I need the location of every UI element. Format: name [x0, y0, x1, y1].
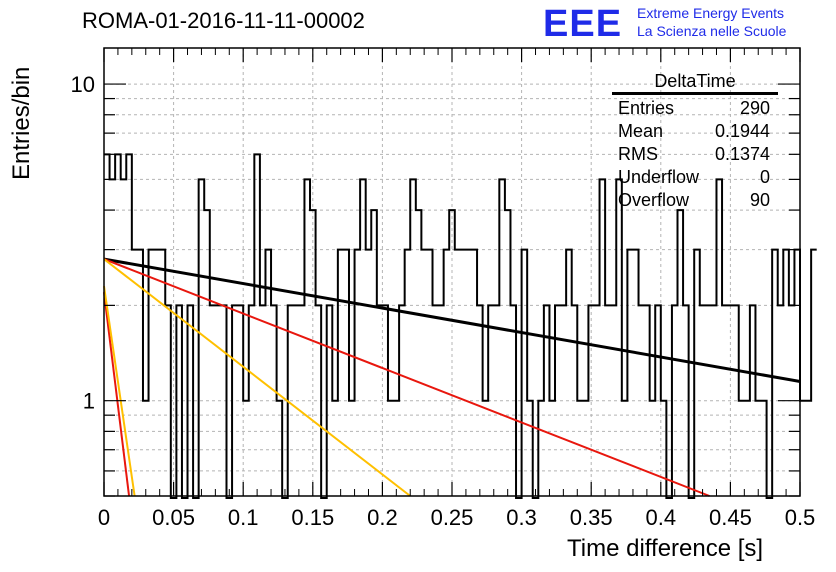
stats-value: 0.1374 [714, 144, 770, 164]
logo-line-1: Extreme Energy Events [637, 5, 785, 21]
stats-row: Mean 0.1944 [612, 120, 778, 143]
x-tick-label: 0.4 [646, 505, 677, 530]
stats-row: RMS 0.1374 [612, 143, 778, 166]
stats-label: Mean [618, 121, 664, 141]
fit-lines [103, 257, 801, 497]
x-tick-label: 0.5 [785, 505, 816, 530]
x-tick-label: 0.3 [506, 505, 537, 530]
fit-line-black [103, 257, 801, 383]
stats-value: 90 [749, 190, 770, 210]
logo-mark: EEE [543, 3, 623, 45]
x-tick-label: 0.15 [291, 505, 334, 530]
run-title: ROMA-01-2016-11-11-00002 [82, 8, 365, 33]
y-axis-label: Entries/bin [8, 66, 35, 180]
x-tick-label: 0.45 [709, 505, 752, 530]
fit-line-red [103, 258, 710, 497]
x-tick-label: 0.35 [570, 505, 613, 530]
stats-row: Underflow 0 [612, 166, 778, 189]
x-tick-label: 0 [98, 505, 110, 530]
stats-box: DeltaTime Entries 290 Mean 0.1944 RMS 0.137… [612, 70, 778, 212]
stats-title: DeltaTime [654, 71, 736, 91]
stats-row: Overflow 90 [612, 189, 778, 212]
fit-line-yellow [103, 258, 411, 497]
y-tick-label: 1 [83, 389, 95, 414]
stats-label: Entries [618, 98, 675, 118]
y-tick-label: 10 [71, 72, 95, 97]
stats-row: Entries 290 [612, 97, 778, 120]
x-tick-label: 0.05 [152, 505, 195, 530]
logo-line-2: La Scienza nelle Scuole [637, 23, 787, 39]
x-tick-label: 0.2 [367, 505, 398, 530]
stats-divider [612, 92, 778, 95]
x-tick-label: 0.1 [228, 505, 259, 530]
axis-ticks: 0 0.05 0.1 0.15 0.2 0.25 0.3 0.35 0.4 0.45 0.5 1 10 [71, 48, 816, 530]
stats-label: RMS [618, 144, 658, 164]
fit-line-red [103, 292, 131, 497]
stats-value: 0 [759, 167, 770, 187]
x-axis-label: Time difference [s] [567, 535, 764, 562]
grid-lines [104, 48, 800, 497]
x-tick-label: 0.25 [431, 505, 474, 530]
stats-value: 290 [739, 98, 770, 118]
fit-line-yellow [103, 286, 136, 497]
stats-label: Underflow [618, 167, 700, 187]
stats-value: 0.1944 [714, 121, 770, 141]
stats-label: Overflow [618, 190, 690, 210]
